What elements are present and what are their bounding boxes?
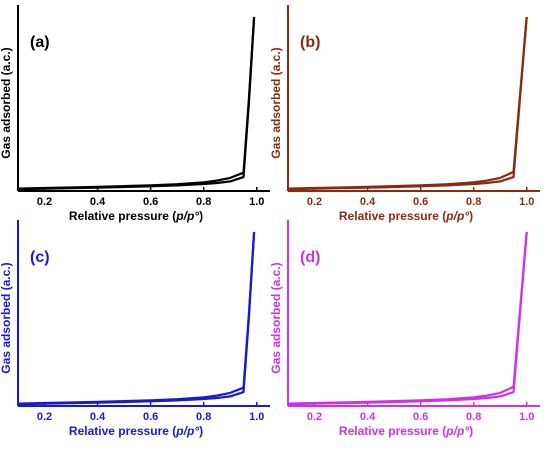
x-tick-label-c-0: 0.2 xyxy=(37,411,52,423)
panel-label-d: (d) xyxy=(300,249,320,266)
series-b-desorption xyxy=(287,16,528,190)
x-tick-label-d-0: 0.2 xyxy=(307,411,322,423)
x-axis-label-a: Relative pressure (p/p°) xyxy=(69,209,203,223)
series-a-adsorption xyxy=(17,16,256,191)
panel-label-c: (c) xyxy=(30,249,50,266)
x-axis-label-c-prefix: Relative pressure ( xyxy=(69,424,176,438)
x-tick-label-d-1: 0.4 xyxy=(360,411,376,423)
x-tick-label-c-4: 1.0 xyxy=(249,411,264,423)
series-b-adsorption xyxy=(287,16,528,191)
panel-b: 0.2 0.4 0.6 0.8 1.0 (b) Relative pressure (p/p… xyxy=(269,5,540,223)
x-tick-label-a-4: 1.0 xyxy=(249,196,264,208)
x-tick-label-b-4: 1.0 xyxy=(519,196,534,208)
x-axis-label-a-variable: p/p° xyxy=(175,209,199,223)
x-tick-label-b-0: 0.2 xyxy=(307,196,322,208)
x-axis-label-a-suffix: ) xyxy=(199,209,203,223)
x-axis-label-d-suffix: ) xyxy=(469,424,473,438)
x-axis-label-d: Relative pressure (p/p°) xyxy=(339,424,473,438)
x-axis-label-b: Relative pressure (p/p°) xyxy=(339,209,473,223)
x-tick-label-c-3: 0.8 xyxy=(196,411,211,423)
x-axis-label-c-variable: p/p° xyxy=(175,424,199,438)
x-axis-label-c: Relative pressure (p/p°) xyxy=(69,424,203,438)
x-axis-label-c-suffix: ) xyxy=(199,424,203,438)
y-axis-label-d: Gas adsorbed (a.c.) xyxy=(269,262,283,373)
x-axis-label-a-prefix: Relative pressure ( xyxy=(69,209,176,223)
x-axis-label-b-suffix: ) xyxy=(469,209,473,223)
panel-d: 0.2 0.4 0.6 0.8 1.0 (d) Relative pressure (p/p… xyxy=(269,220,540,438)
series-c-desorption xyxy=(17,231,256,405)
x-tick-label-c-2: 0.6 xyxy=(143,411,158,423)
x-tick-label-d-2: 0.6 xyxy=(413,411,428,423)
x-tick-label-d-3: 0.8 xyxy=(466,411,481,423)
x-tick-label-b-2: 0.6 xyxy=(413,196,428,208)
x-tick-label-c-1: 0.4 xyxy=(90,411,106,423)
series-a-desorption xyxy=(17,16,256,190)
x-tick-label-a-1: 0.4 xyxy=(90,196,106,208)
x-tick-label-b-1: 0.4 xyxy=(360,196,376,208)
x-axis-label-b-variable: p/p° xyxy=(445,209,469,223)
x-tick-label-a-0: 0.2 xyxy=(37,196,52,208)
panel-c: 0.2 0.4 0.6 0.8 1.0 (c) Relative pressure (p/p… xyxy=(0,220,270,438)
x-tick-label-d-4: 1.0 xyxy=(519,411,534,423)
series-d-desorption xyxy=(287,231,528,405)
panel-label-b: (b) xyxy=(300,34,320,51)
panel-label-a: (a) xyxy=(30,34,50,51)
x-axis-label-d-prefix: Relative pressure ( xyxy=(339,424,446,438)
series-d-adsorption xyxy=(287,231,528,406)
x-axis-label-d-variable: p/p° xyxy=(445,424,469,438)
x-tick-label-a-3: 0.8 xyxy=(196,196,211,208)
x-tick-label-a-2: 0.6 xyxy=(143,196,158,208)
panel-a: 0.2 0.4 0.6 0.8 1.0 (a) Relative pressure (p/p… xyxy=(0,5,270,223)
series-c-adsorption xyxy=(17,231,256,406)
y-axis-label-a: Gas adsorbed (a.c.) xyxy=(0,47,13,158)
x-tick-label-b-3: 0.8 xyxy=(466,196,481,208)
x-axis-label-b-prefix: Relative pressure ( xyxy=(339,209,446,223)
y-axis-label-c: Gas adsorbed (a.c.) xyxy=(0,262,13,373)
y-axis-label-b: Gas adsorbed (a.c.) xyxy=(269,47,283,158)
